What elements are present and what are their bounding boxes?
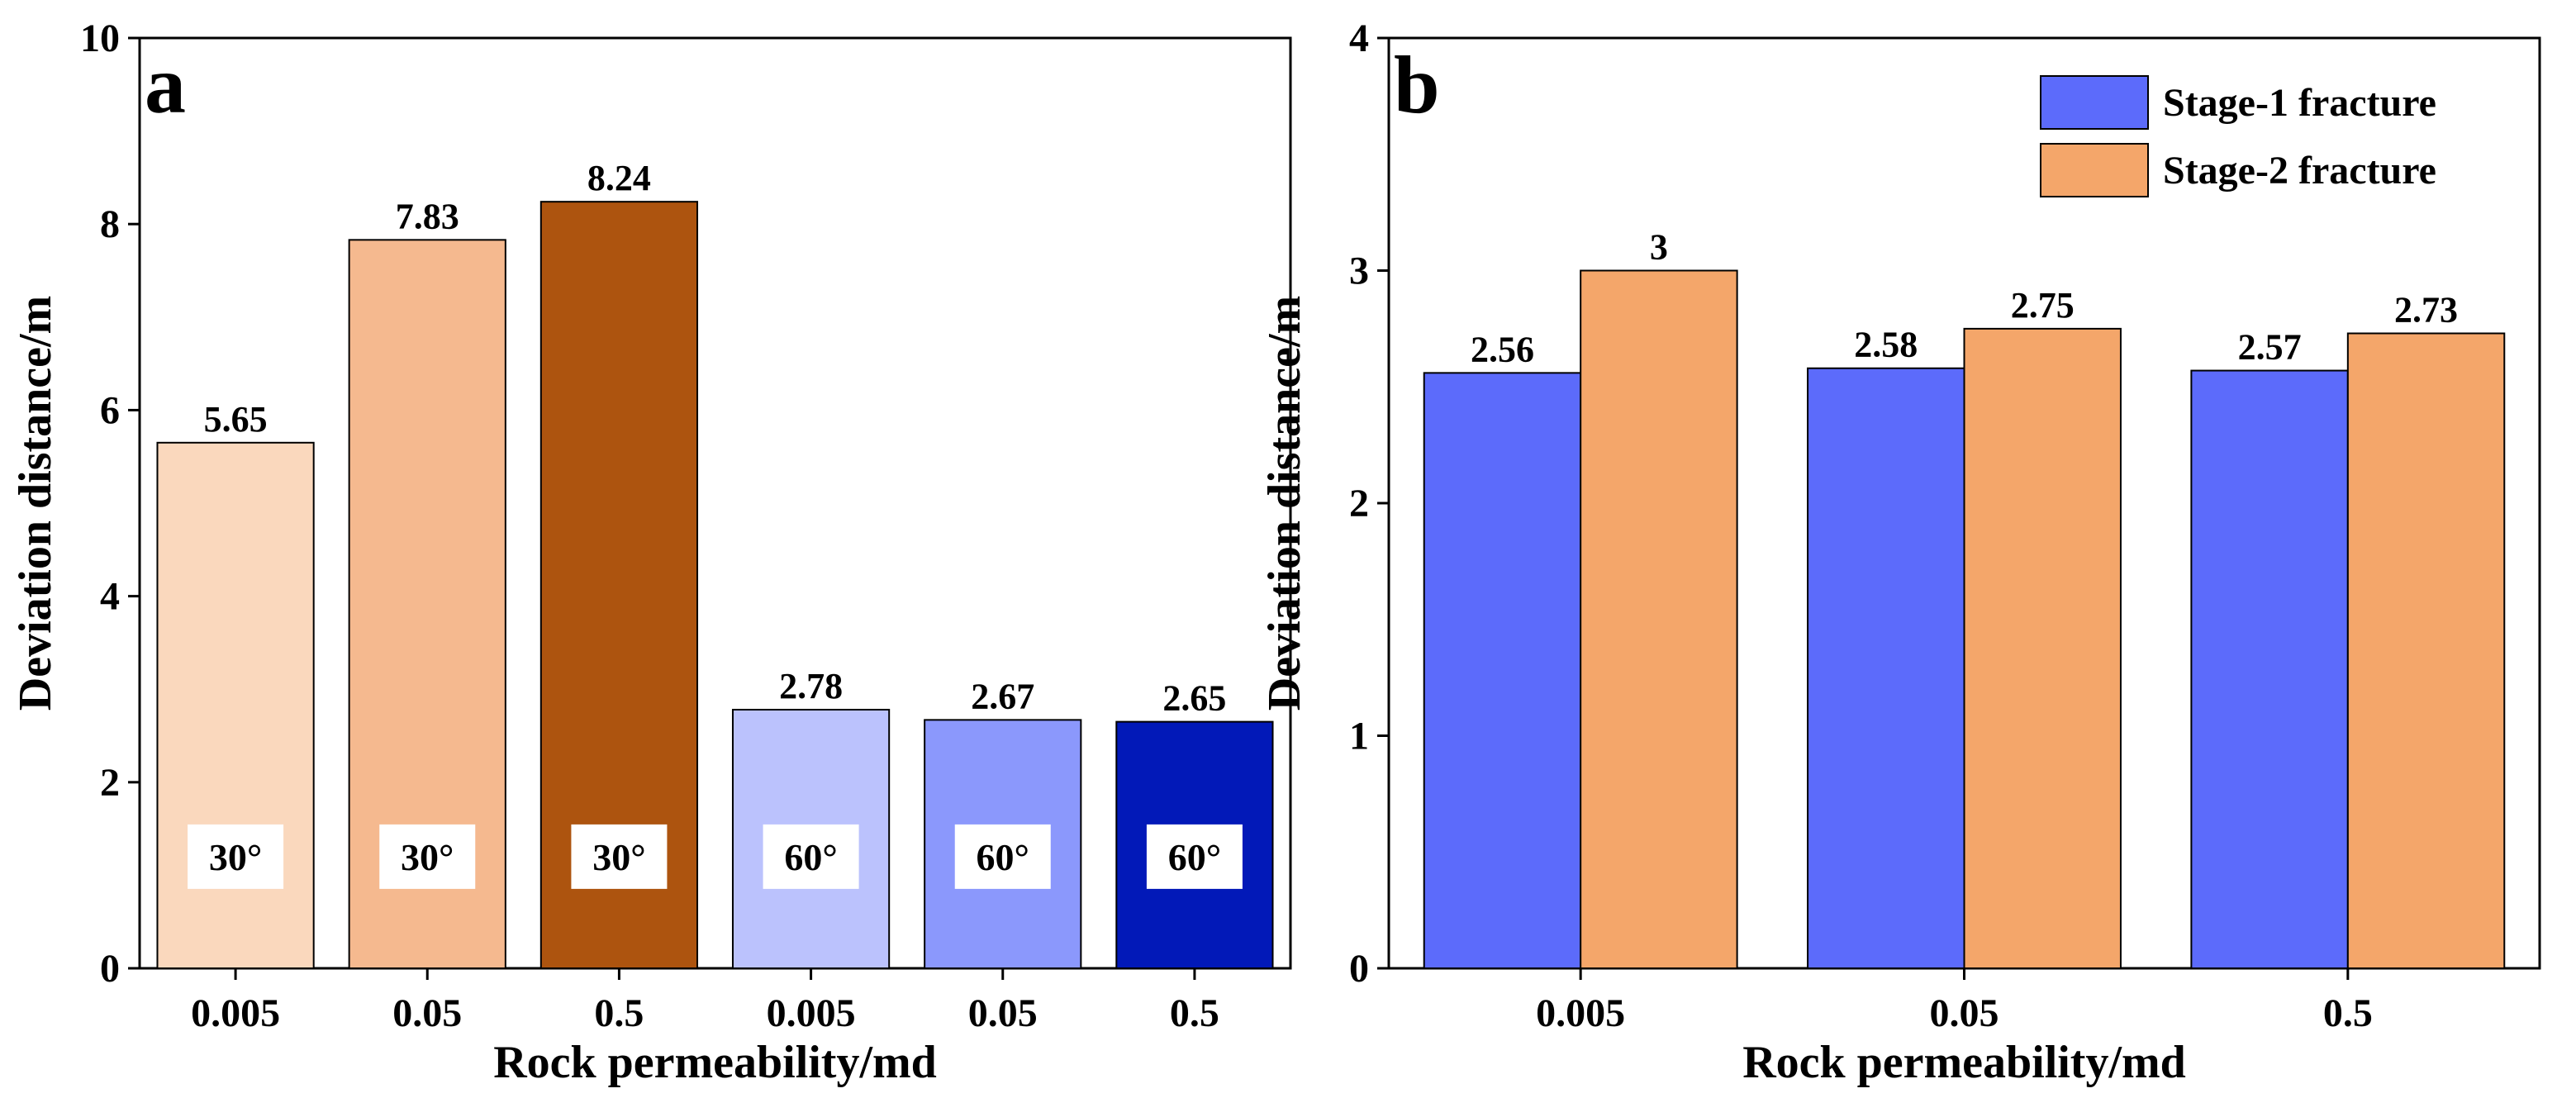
x-tick-label: 0.05: [1930, 991, 1999, 1035]
bar: [1963, 327, 2122, 969]
panel-b-chart: 0 1 2 3 4 Deviation distance/m Rock permeabili…: [1259, 17, 2541, 1088]
y-tick-label: 0: [100, 947, 120, 991]
data-label: 7.83: [396, 196, 459, 236]
data-label: 2.65: [1162, 678, 1226, 719]
bar-annotation: 30°: [592, 836, 645, 878]
bar-annotation-box: [188, 824, 284, 889]
data-label: 2.56: [1471, 329, 1534, 369]
bar-annotation: 60°: [977, 836, 1029, 878]
x-tick-label: 0.5: [2323, 991, 2373, 1035]
y-tick-label: 4: [1349, 17, 1369, 60]
data-label: 2.58: [1854, 325, 1918, 365]
y-tick-label: 8: [100, 202, 120, 246]
x-tick-label: 0.5: [1170, 991, 1219, 1035]
bar-annotation-box: [1146, 824, 1243, 889]
bar: [1807, 367, 1965, 970]
panel-letter: a: [145, 39, 186, 131]
x-tick-label: 0.005: [767, 991, 856, 1035]
data-label: 2.57: [2238, 327, 2302, 368]
x-axis-title: Rock permeability/md: [493, 1037, 937, 1088]
x-tick-label: 0.005: [191, 991, 280, 1035]
data-label: 2.67: [971, 676, 1034, 716]
panel-a-chart: 0 2 4 6 8 10 Deviation distance/m Rock permeabi…: [10, 17, 1292, 1088]
panel-letter: b: [1394, 39, 1440, 131]
bar-annotation: 30°: [209, 836, 262, 878]
bar-annotation: 30°: [401, 836, 454, 878]
y-axis-title: Deviation distance/m: [10, 296, 61, 711]
y-tick-label: 10: [80, 17, 120, 60]
plot-frame: [138, 36, 1292, 970]
y-tick-label: 3: [1349, 250, 1369, 293]
data-label: 5.65: [204, 399, 268, 440]
bar-annotation-box: [379, 824, 476, 889]
bar-annotation: 60°: [1168, 836, 1221, 878]
legend-swatch: [2040, 143, 2149, 197]
x-axis-title: Rock permeability/md: [1742, 1037, 2186, 1088]
y-tick-label: 6: [100, 388, 120, 432]
y-tick-label: 1: [1349, 715, 1369, 758]
y-tick-label: 4: [100, 575, 120, 619]
bar: [2346, 332, 2506, 969]
y-tick-label: 2: [1349, 482, 1369, 525]
data-label: 2.73: [2394, 290, 2458, 330]
bar-annotation-box: [571, 824, 668, 889]
bar: [1580, 269, 1738, 969]
bar-annotation-box: [763, 824, 859, 889]
data-label: 3: [1650, 227, 1668, 268]
y-tick-label: 2: [100, 761, 120, 805]
legend-label: Stage-2 fracture: [2163, 149, 2436, 193]
data-label: 2.78: [779, 666, 843, 706]
data-label: 8.24: [587, 158, 651, 198]
bar: [2190, 369, 2349, 970]
x-tick-label: 0.05: [968, 991, 1038, 1035]
bar-annotation: 60°: [784, 836, 837, 878]
legend-swatch: [2040, 75, 2149, 130]
y-tick-label: 0: [1349, 947, 1369, 991]
x-tick-label: 0.05: [392, 991, 462, 1035]
data-label: 2.75: [2011, 285, 2075, 326]
legend-label: Stage-1 fracture: [2163, 81, 2436, 125]
bar-annotation-box: [954, 824, 1051, 889]
bar: [1423, 372, 1582, 969]
x-tick-label: 0.5: [594, 991, 644, 1035]
bar: [156, 441, 315, 969]
y-axis-title: Deviation distance/m: [1259, 296, 1310, 711]
x-tick-label: 0.005: [1536, 991, 1625, 1035]
